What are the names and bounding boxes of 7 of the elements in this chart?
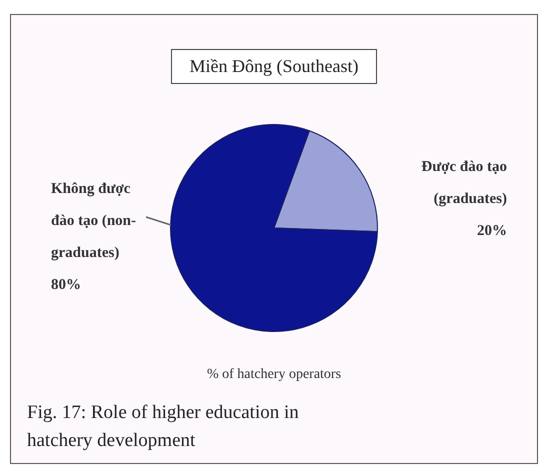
slice-label: Không được đào tạo (non-graduates) (51, 180, 136, 261)
slice-label: Được đào tạo (graduates) (421, 158, 507, 207)
chart-title: Miền Đông (Southeast) (170, 49, 378, 84)
text: % of hatchery operators (206, 367, 342, 383)
caption: Fig. 17: Role of higher education in hatchery development (27, 401, 300, 453)
data-label: 80% (51, 276, 81, 293)
data-label: 20% (477, 222, 507, 239)
